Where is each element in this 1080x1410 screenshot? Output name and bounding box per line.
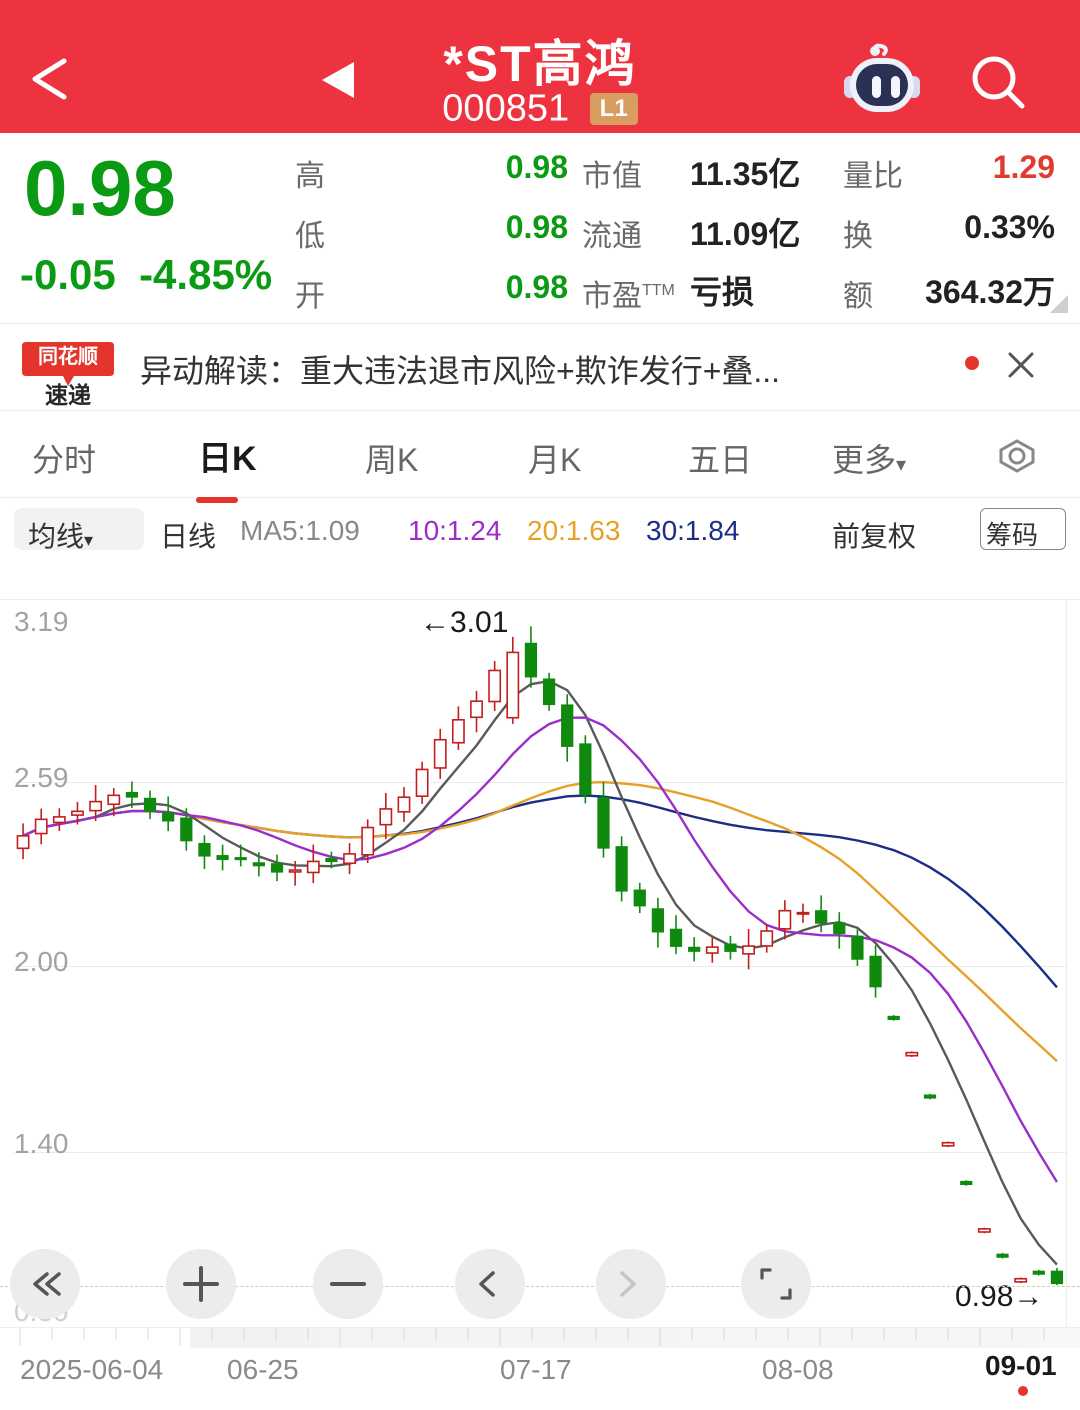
- svg-text:速递: 速递: [45, 382, 91, 408]
- svg-text:同花顺: 同花顺: [38, 345, 98, 368]
